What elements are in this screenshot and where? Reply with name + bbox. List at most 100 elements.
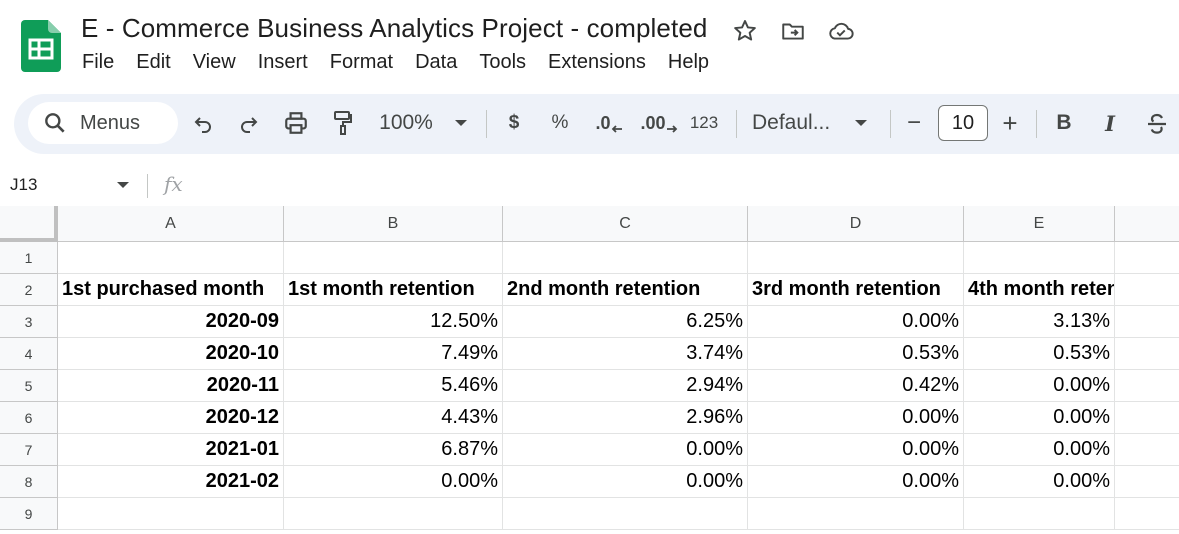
column-header-d[interactable]: D bbox=[748, 206, 964, 242]
menu-tools[interactable]: Tools bbox=[479, 51, 527, 73]
cell-b1[interactable] bbox=[284, 242, 503, 274]
cell-c1[interactable] bbox=[503, 242, 748, 274]
cell-f5[interactable] bbox=[1115, 370, 1179, 402]
cell-e2[interactable]: 4th month retention bbox=[964, 274, 1115, 306]
menu-view[interactable]: View bbox=[192, 51, 236, 73]
cell-c2[interactable]: 2nd month retention bbox=[503, 274, 748, 306]
cell-a6[interactable]: 2020-12 bbox=[58, 402, 284, 434]
strikethrough-icon[interactable] bbox=[1144, 106, 1170, 140]
zoom-dropdown-icon[interactable] bbox=[450, 106, 472, 140]
cell-e3[interactable]: 3.13% bbox=[964, 306, 1115, 338]
font-select[interactable]: Defaul... bbox=[752, 111, 831, 134]
cell-a4[interactable]: 2020-10 bbox=[58, 338, 284, 370]
more-formats-button[interactable]: 123 bbox=[689, 113, 719, 132]
cell-c8[interactable]: 0.00% bbox=[503, 466, 748, 498]
cell-d3[interactable]: 0.00% bbox=[748, 306, 964, 338]
row-header-1[interactable]: 1 bbox=[0, 242, 58, 274]
column-header-b[interactable]: B bbox=[284, 206, 503, 242]
cell-e7[interactable]: 0.00% bbox=[964, 434, 1115, 466]
cell-a3[interactable]: 2020-09 bbox=[58, 306, 284, 338]
font-size-input[interactable]: 10 bbox=[938, 105, 988, 141]
paint-format-icon[interactable] bbox=[328, 106, 358, 140]
cell-d4[interactable]: 0.53% bbox=[748, 338, 964, 370]
row-header-6[interactable]: 6 bbox=[0, 402, 58, 434]
column-header-a[interactable]: A bbox=[58, 206, 284, 242]
cell-b6[interactable]: 4.43% bbox=[284, 402, 503, 434]
currency-format-button[interactable]: $ bbox=[508, 112, 520, 133]
move-to-folder-icon[interactable] bbox=[779, 17, 807, 45]
cell-a7[interactable]: 2021-01 bbox=[58, 434, 284, 466]
cell-b4[interactable]: 7.49% bbox=[284, 338, 503, 370]
italic-button[interactable]: I bbox=[1105, 110, 1115, 136]
cell-f2[interactable] bbox=[1115, 274, 1179, 306]
increase-decimal-button[interactable]: .00 bbox=[640, 106, 678, 140]
column-header-partial[interactable] bbox=[1115, 206, 1179, 242]
cell-c5[interactable]: 2.94% bbox=[503, 370, 748, 402]
cell-f8[interactable] bbox=[1115, 466, 1179, 498]
star-icon[interactable] bbox=[731, 17, 759, 45]
name-box[interactable]: J13 bbox=[10, 175, 38, 194]
cell-a9[interactable] bbox=[58, 498, 284, 530]
decrease-font-size-button[interactable]: − bbox=[906, 109, 921, 136]
menus-search-button[interactable]: Menus bbox=[28, 102, 178, 144]
menu-format[interactable]: Format bbox=[329, 51, 394, 73]
row-header-2[interactable]: 2 bbox=[0, 274, 58, 306]
cell-d7[interactable]: 0.00% bbox=[748, 434, 964, 466]
menu-edit[interactable]: Edit bbox=[136, 51, 171, 73]
zoom-select[interactable]: 100% bbox=[379, 111, 433, 134]
select-all-corner[interactable] bbox=[0, 206, 58, 242]
row-header-7[interactable]: 7 bbox=[0, 434, 58, 466]
menu-file[interactable]: File bbox=[82, 51, 115, 73]
cell-c3[interactable]: 6.25% bbox=[503, 306, 748, 338]
cell-b9[interactable] bbox=[284, 498, 503, 530]
formula-input[interactable] bbox=[200, 174, 1160, 198]
menu-insert[interactable]: Insert bbox=[257, 51, 308, 73]
column-header-c[interactable]: C bbox=[503, 206, 748, 242]
cell-f3[interactable] bbox=[1115, 306, 1179, 338]
cell-b7[interactable]: 6.87% bbox=[284, 434, 503, 466]
cell-a1[interactable] bbox=[58, 242, 284, 274]
menu-data[interactable]: Data bbox=[415, 51, 458, 73]
undo-icon[interactable] bbox=[188, 106, 218, 140]
cell-f7[interactable] bbox=[1115, 434, 1179, 466]
cell-d5[interactable]: 0.42% bbox=[748, 370, 964, 402]
cell-e1[interactable] bbox=[964, 242, 1115, 274]
cell-e9[interactable] bbox=[964, 498, 1115, 530]
row-header-4[interactable]: 4 bbox=[0, 338, 58, 370]
column-header-e[interactable]: E bbox=[964, 206, 1115, 242]
bold-button[interactable]: B bbox=[1056, 111, 1072, 134]
row-header-5[interactable]: 5 bbox=[0, 370, 58, 402]
print-icon[interactable] bbox=[280, 106, 312, 140]
cell-d8[interactable]: 0.00% bbox=[748, 466, 964, 498]
cell-c9[interactable] bbox=[503, 498, 748, 530]
cell-a2[interactable]: 1st purchased month bbox=[58, 274, 284, 306]
row-header-8[interactable]: 8 bbox=[0, 466, 58, 498]
sheets-logo-icon[interactable] bbox=[21, 20, 61, 72]
cell-f4[interactable] bbox=[1115, 338, 1179, 370]
cell-e8[interactable]: 0.00% bbox=[964, 466, 1115, 498]
percent-format-button[interactable]: % bbox=[551, 112, 569, 133]
cell-e4[interactable]: 0.53% bbox=[964, 338, 1115, 370]
document-title[interactable]: E - Commerce Business Analytics Project … bbox=[81, 13, 708, 43]
cell-d9[interactable] bbox=[748, 498, 964, 530]
cell-e5[interactable]: 0.00% bbox=[964, 370, 1115, 402]
cloud-saved-icon[interactable] bbox=[827, 17, 855, 45]
row-header-3[interactable]: 3 bbox=[0, 306, 58, 338]
menu-extensions[interactable]: Extensions bbox=[548, 51, 646, 73]
cell-d6[interactable]: 0.00% bbox=[748, 402, 964, 434]
cell-b8[interactable]: 0.00% bbox=[284, 466, 503, 498]
cell-a8[interactable]: 2021-02 bbox=[58, 466, 284, 498]
increase-font-size-button[interactable]: + bbox=[1002, 107, 1018, 138]
cell-e6[interactable]: 0.00% bbox=[964, 402, 1115, 434]
cell-c6[interactable]: 2.96% bbox=[503, 402, 748, 434]
cell-c4[interactable]: 3.74% bbox=[503, 338, 748, 370]
name-box-dropdown-icon[interactable] bbox=[116, 180, 130, 190]
font-dropdown-icon[interactable] bbox=[850, 106, 872, 140]
cell-d1[interactable] bbox=[748, 242, 964, 274]
cell-d2[interactable]: 3rd month retention bbox=[748, 274, 964, 306]
row-header-9[interactable]: 9 bbox=[0, 498, 58, 530]
menu-help[interactable]: Help bbox=[667, 51, 710, 73]
cell-a5[interactable]: 2020-11 bbox=[58, 370, 284, 402]
cell-b3[interactable]: 12.50% bbox=[284, 306, 503, 338]
decrease-decimal-button[interactable]: .0 bbox=[592, 106, 626, 140]
